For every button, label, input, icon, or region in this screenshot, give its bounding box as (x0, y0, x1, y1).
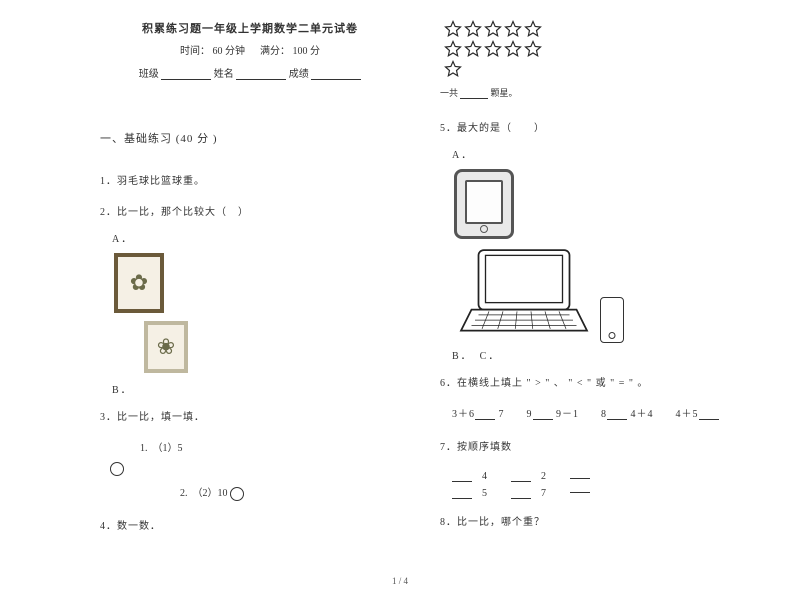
q7-blank[interactable] (452, 487, 472, 499)
q6-row: 3＋6 7 9 9－1 8 4＋4 4＋5 (452, 405, 740, 420)
q3-sub1: 1. （1）5 (140, 439, 400, 454)
right-column: 一共 颗星。 5．最大的是（ ） A． (440, 20, 740, 550)
question-2: 2．比一比，那个比较大（ ） (100, 203, 400, 218)
question-3: 3．比一比，填一填． (100, 408, 400, 423)
q6-item: 7 9 (499, 409, 533, 420)
q2-option-a-label: A． (112, 230, 400, 245)
exam-title: 积累练习题一年级上学期数学二单元试卷 (100, 20, 400, 36)
grade-label: 成绩 (289, 69, 309, 80)
circle-icon (230, 487, 244, 501)
q7-val: 4 (482, 471, 487, 482)
question-7: 7．按顺序填数 (440, 438, 740, 453)
star-icon (484, 40, 502, 58)
q6-blank[interactable] (607, 408, 627, 420)
q3-sub1-label: 1. （1）5 (140, 443, 183, 454)
tablet-icon (454, 169, 514, 239)
class-label: 班级 (139, 69, 159, 80)
question-1: 1．羽毛球比篮球重。 (100, 172, 400, 187)
q7-cell: 2 7 (511, 467, 546, 499)
q7-cell (570, 467, 590, 499)
q6-item: 3＋6 (452, 409, 475, 420)
q7-blank[interactable] (452, 470, 472, 482)
circle-icon (110, 462, 124, 476)
q5-option-a-label: A． (452, 146, 740, 161)
grade-blank[interactable] (311, 68, 361, 80)
q7-blank[interactable] (570, 481, 590, 493)
star-icon (524, 20, 542, 38)
question-4: 4．数一数． (100, 517, 400, 532)
section-heading: 一、基础练习 (40 分 ) (100, 130, 400, 146)
q7-val: 5 (482, 488, 487, 499)
q5-option-bc-label: B． C． (452, 347, 740, 362)
q2-picture-a: ✿ (114, 253, 164, 313)
class-blank[interactable] (161, 68, 211, 80)
star-icon (444, 20, 462, 38)
star-icon (444, 40, 462, 58)
star-icon (504, 40, 522, 58)
q7-val: 2 (541, 471, 546, 482)
laptop-icon (454, 243, 594, 343)
flower-icon: ❀ (157, 334, 175, 360)
exam-meta: 时间： 60 分钟 满分： 100 分 (100, 42, 400, 57)
q6-blank[interactable] (533, 408, 553, 420)
star-icon (464, 40, 482, 58)
stars-row (440, 40, 740, 58)
stars-count-blank[interactable] (460, 87, 488, 99)
stars-row (440, 20, 740, 38)
star-icon (504, 20, 522, 38)
question-5: 5．最大的是（ ） (440, 119, 740, 134)
q7-blank[interactable] (511, 487, 531, 499)
q7-val: 7 (541, 488, 546, 499)
stars-caption-pre: 一共 (440, 88, 458, 98)
star-icon (444, 60, 462, 78)
q6-blank[interactable] (475, 408, 495, 420)
student-info-row: 班级 姓名 成绩 (100, 65, 400, 80)
q7-cell: 4 5 (452, 467, 487, 499)
score-label: 满分： (260, 46, 290, 57)
q6-item: 4＋4 4＋5 (631, 409, 699, 420)
star-icon (524, 40, 542, 58)
stars-caption: 一共 颗星。 (440, 86, 740, 99)
name-label: 姓名 (214, 69, 234, 80)
q2-option-b-label: B． (112, 381, 400, 396)
q7-grid: 4 5 2 7 (452, 467, 740, 499)
left-column: 积累练习题一年级上学期数学二单元试卷 时间： 60 分钟 满分： 100 分 班… (100, 20, 400, 550)
q3-sub2: 2. （2）10 (180, 484, 400, 501)
stars-block (440, 20, 740, 80)
stars-row (440, 60, 740, 78)
question-6: 6．在横线上填上 " > " 、 " < " 或 " = " 。 (440, 374, 740, 389)
phone-icon (600, 297, 624, 343)
star-icon (464, 20, 482, 38)
q6-item: 9－1 8 (556, 409, 607, 420)
q7-blank[interactable] (570, 467, 590, 479)
name-blank[interactable] (236, 68, 286, 80)
time-value: 60 分钟 (213, 46, 246, 57)
q2-picture-b: ❀ (144, 321, 188, 373)
device-row (454, 243, 740, 343)
time-label: 时间： (180, 46, 210, 57)
score-value: 100 分 (293, 46, 321, 57)
star-icon (484, 20, 502, 38)
q3-sub2-label: 2. （2）10 (180, 488, 228, 499)
stars-caption-post: 颗星。 (491, 88, 518, 98)
flower-icon: ✿ (130, 270, 148, 296)
q7-blank[interactable] (511, 470, 531, 482)
q6-blank[interactable] (699, 408, 719, 420)
question-8: 8．比一比，哪个重？ (440, 513, 740, 528)
page-number: 1 / 4 (392, 576, 408, 586)
